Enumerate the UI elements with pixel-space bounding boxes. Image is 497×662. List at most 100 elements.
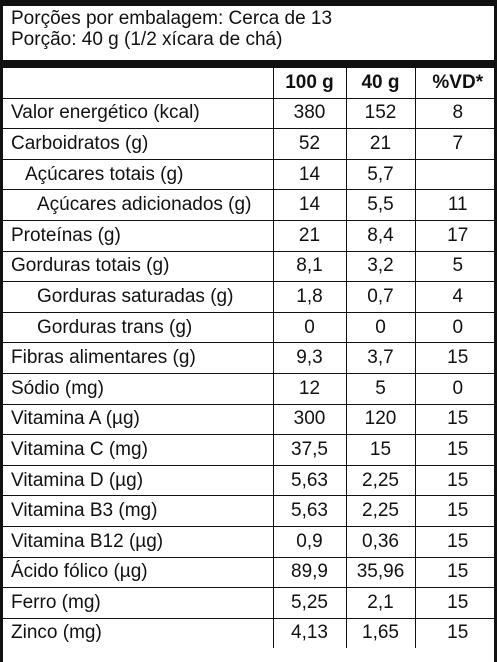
header-nutrient [3,68,273,99]
table-row: Vitamina B12 (µg) 0,9 0,36 15 [3,526,497,558]
value-vd: 15 [414,465,497,497]
value-vd: 8 [414,98,497,130]
value-per100: 5,63 [272,465,346,497]
value-vd: 5 [414,251,497,283]
nutrition-table: 100 g 40 g %VD* Valor energético (kcal) 3… [3,68,497,649]
table-row: Ferro (mg) 5,25 2,1 15 [3,587,497,619]
table-row: Valor energético (kcal) 380 152 8 [3,98,497,130]
value-per40: 0,7 [345,281,415,313]
table-row: Açúcares adicionados (g) 14 5,5 11 [3,189,497,221]
value-vd: 7 [414,128,497,160]
value-per40: 0 [345,312,415,344]
value-per40: 152 [345,98,415,130]
value-per40: 2,25 [345,495,415,527]
value-per100: 1,8 [272,281,346,313]
value-per40: 5 [345,373,415,405]
value-per100: 300 [272,404,346,436]
value-per40: 1,65 [345,618,415,649]
value-per100: 5,25 [272,587,346,619]
servings-per-package: Porções por embalagem: Cerca de 13 [11,8,333,29]
nutrient-name: Proteínas (g) [3,220,273,252]
table-row: Gorduras trans (g) 0 0 0 [3,312,497,344]
nutrient-name: Zinco (mg) [11,622,102,644]
value-vd: 15 [414,434,497,466]
value-vd: 15 [414,557,497,589]
value-per40: 3,2 [345,251,415,283]
header-per100: 100 g [272,68,346,99]
value-per40: 120 [345,404,415,436]
value-per40: 5,5 [345,189,415,221]
thick-divider [3,60,497,68]
nutrient-name: Valor energético (kcal) [3,98,273,130]
value-vd: 15 [414,404,497,436]
nutrient-name: Vitamina D (µg) [3,465,273,497]
table-row: Sódio (mg) 12 5 0 [3,373,497,405]
value-vd: 15 [414,342,497,374]
value-per100: 9,3 [272,342,346,374]
nutrient-name: Ferro (mg) [3,587,273,619]
value-per40: 2,1 [345,587,415,619]
value-per40: 5,7 [345,159,415,191]
nutrient-name: Vitamina B3 (mg) [3,495,273,527]
value-vd: 11 [414,189,497,221]
value-per100: 5,63 [272,495,346,527]
nutrient-name: Carboidratos (g) [3,128,273,160]
value-vd: 17 [414,220,497,252]
value-per100: 14 [272,189,346,221]
value-vd: 4 [414,281,497,313]
table-row: Vitamina C (mg) 37,5 15 15 [3,434,497,466]
value-per100: 380 [272,98,346,130]
nutrient-name: Gorduras saturadas (g) [3,281,273,313]
serving-size: Porção: 40 g (1/2 xícara de chá) [11,29,283,50]
value-per100: 21 [272,220,346,252]
value-vd [414,159,497,191]
header-per40: 40 g [345,68,415,99]
table-row: Gorduras totais (g) 8,1 3,2 5 [3,251,497,283]
value-per40: 2,25 [345,465,415,497]
value-per100: 52 [272,128,346,160]
value-per100: 12 [272,373,346,405]
value-vd: 0 [414,312,497,344]
value-per100: 0 [272,312,346,344]
table-row: Fibras alimentares (g) 9,3 3,7 15 [3,342,497,374]
nutrient-name: Açúcares totais (g) [3,159,273,191]
value-per100: 14 [272,159,346,191]
table-row: Ácido fólico (µg) 89,9 35,96 15 [3,557,497,589]
value-per40: 15 [345,434,415,466]
nutrient-name: Gorduras totais (g) [3,251,273,283]
nutrient-name: Gorduras trans (g) [3,312,273,344]
value-per100: 37,5 [272,434,346,466]
nutrient-name: Vitamina C (mg) [3,434,273,466]
nutrient-name: Ácido fólico (µg) [3,557,273,589]
value-per40: 3,7 [345,342,415,374]
top-rule [3,0,497,6]
value-per100: 4,13 [272,618,346,649]
value-vd: 15 [414,587,497,619]
value-vd: 15 [414,495,497,527]
header-vd: %VD* [414,68,497,99]
table-row: Vitamina B3 (mg) 5,63 2,25 15 [3,495,497,527]
nutrient-name: Açúcares adicionados (g) [3,189,273,221]
table-row: Zinco (mg) 4,13 1,65 15 [3,618,497,649]
value-vd: 15 [414,526,497,558]
value-vd: 15 [414,618,497,649]
nutrient-name: Vitamina A (µg) [3,404,273,436]
table-row: Açúcares totais (g) 14 5,7 [3,159,497,191]
nutrient-name: Sódio (mg) [3,373,273,405]
nutrient-name: Vitamina B12 (µg) [3,526,273,558]
value-per40: 35,96 [345,557,415,589]
value-per40: 21 [345,128,415,160]
table-row: Proteínas (g) 21 8,4 17 [3,220,497,252]
portion-info: Porções por embalagem: Cerca de 13 Porçã… [11,8,332,50]
value-per40: 8,4 [345,220,415,252]
table-row: Gorduras saturadas (g) 1,8 0,7 4 [3,281,497,313]
value-per40: 0,36 [345,526,415,558]
value-per100: 89,9 [272,557,346,589]
table-row: Vitamina A (µg) 300 120 15 [3,404,497,436]
value-per100: 8,1 [272,251,346,283]
table-row: Vitamina D (µg) 5,63 2,25 15 [3,465,497,497]
nutrient-name: Fibras alimentares (g) [3,342,273,374]
table-row: Carboidratos (g) 52 21 7 [3,128,497,160]
value-vd: 0 [414,373,497,405]
